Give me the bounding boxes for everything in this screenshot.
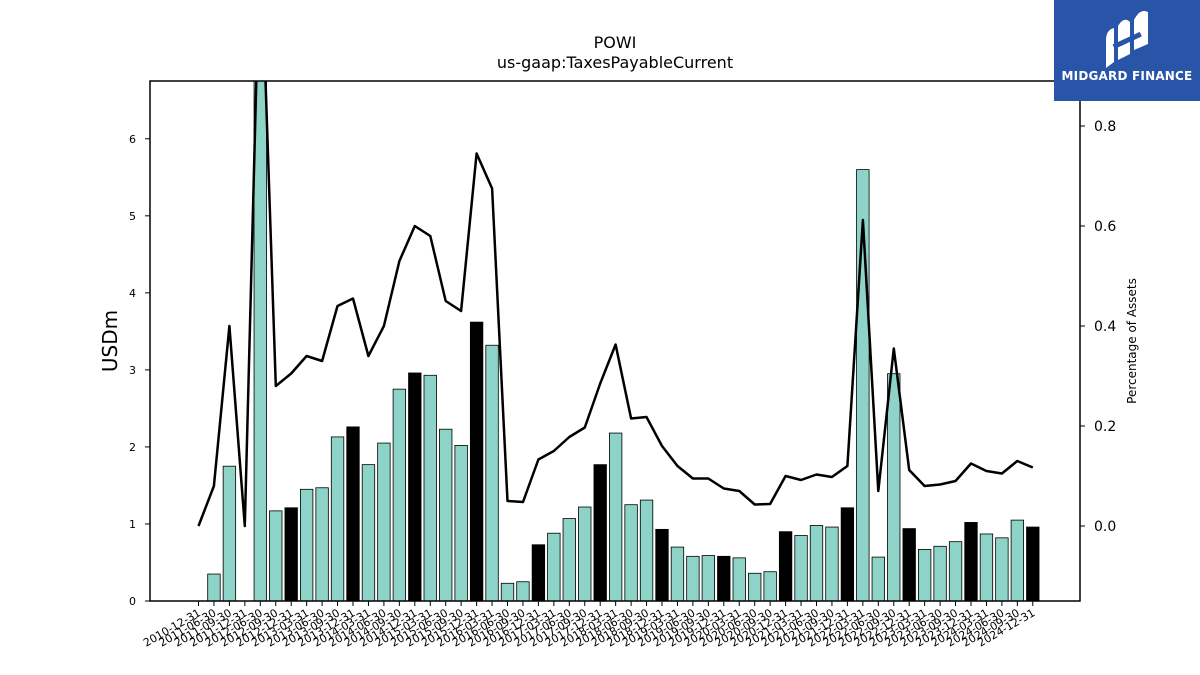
- bar: [284, 507, 298, 601]
- bar: [778, 531, 793, 601]
- bar: [485, 344, 499, 601]
- y-tick-label-left: 2: [129, 441, 136, 454]
- bar: [748, 572, 762, 601]
- bar: [299, 488, 314, 601]
- y-axis-right-label: Percentage of Assets: [1125, 278, 1139, 404]
- bar: [269, 510, 283, 601]
- line-series: [197, 81, 1034, 528]
- bar: [763, 571, 777, 601]
- bar: [578, 506, 592, 601]
- bar: [809, 525, 824, 601]
- y-axis-left: 0 1 2 3 4 5 6: [129, 133, 150, 608]
- y-axis-right: 0.0 0.2 0.4 0.6 0.8: [1080, 119, 1116, 535]
- midgard-finance-logo: MIDGARD FINANCE: [1054, 0, 1200, 101]
- bar: [964, 522, 978, 601]
- bar: [361, 464, 376, 601]
- bar: [639, 499, 654, 601]
- bar: [871, 556, 885, 601]
- bar: [207, 573, 221, 601]
- y-tick-label-left: 4: [129, 287, 136, 300]
- bar: [500, 582, 515, 601]
- bar: [1010, 519, 1024, 601]
- bar: [516, 581, 530, 601]
- bar: [593, 464, 607, 601]
- bar: [609, 432, 623, 601]
- bar: [655, 528, 669, 601]
- bar: [979, 533, 994, 601]
- bar: [840, 507, 855, 601]
- y-tick-label-right: 0.4: [1094, 319, 1116, 335]
- bar: [562, 518, 576, 601]
- y-tick-label-left: 3: [129, 364, 136, 377]
- y-tick-label-left: 1: [129, 518, 136, 531]
- bar: [1026, 526, 1040, 601]
- logo-text: MIDGARD FINANCE: [1061, 69, 1193, 83]
- percentage-line: [197, 81, 1034, 528]
- bar: [439, 428, 453, 601]
- bar: [531, 544, 546, 601]
- bar: [887, 373, 901, 601]
- bar: [469, 321, 484, 601]
- bar: [933, 545, 947, 601]
- bar: [717, 555, 731, 601]
- y-tick-label-right: 0.0: [1094, 519, 1116, 535]
- bar-series: [207, 81, 1040, 601]
- bar: [377, 442, 391, 601]
- bar: [825, 526, 839, 601]
- y-tick-label-left: 0: [129, 595, 136, 608]
- y-tick-label-right: 0.8: [1094, 119, 1116, 135]
- bar: [624, 504, 638, 601]
- bar: [701, 555, 715, 601]
- bar: [408, 372, 422, 601]
- bar: [732, 557, 746, 601]
- y-tick-label-right: 0.2: [1094, 419, 1116, 435]
- bar: [547, 532, 561, 601]
- bar: [995, 537, 1009, 601]
- bar: [222, 465, 237, 601]
- y-tick-label-right: 0.6: [1094, 219, 1116, 235]
- bar: [423, 374, 437, 601]
- y-axis-left-label: USDm: [98, 310, 122, 372]
- bar: [346, 426, 360, 601]
- bar: [918, 548, 932, 601]
- bar: [330, 436, 345, 601]
- bar: [392, 388, 407, 601]
- midgard-logo-icon: [1106, 11, 1148, 68]
- bar: [902, 528, 916, 601]
- chart-subtitle: us-gaap:TaxesPayableCurrent: [497, 53, 733, 72]
- y-tick-label-left: 6: [129, 133, 136, 146]
- x-axis: 2010-12-312011-06-302011-09-302011-12-31…: [141, 601, 1037, 650]
- bar: [686, 555, 700, 601]
- bar: [670, 546, 685, 601]
- bar: [948, 541, 963, 601]
- chart-title: POWI: [594, 33, 637, 52]
- plot-frame: [149, 80, 1081, 602]
- bar: [315, 487, 329, 601]
- bar: [454, 444, 468, 601]
- y-tick-label-left: 5: [129, 210, 136, 223]
- bar: [794, 535, 808, 601]
